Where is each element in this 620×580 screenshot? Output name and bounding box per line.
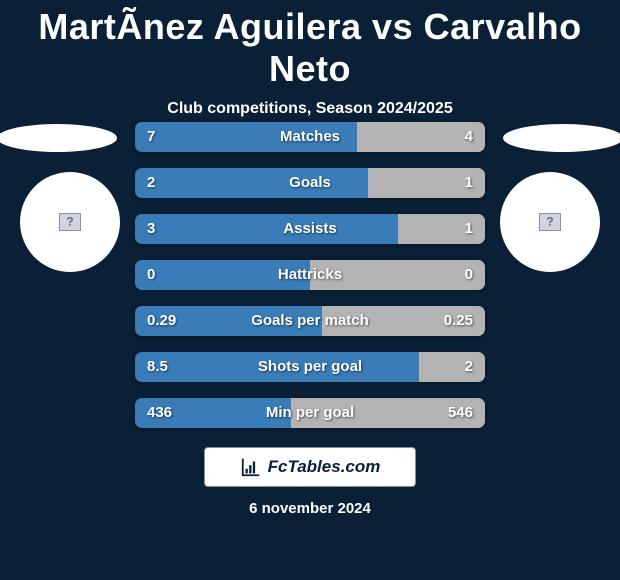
watermark-text: FcTables.com [268,457,381,477]
stat-bar-right [398,214,486,244]
stat-bar-left [135,122,357,152]
stat-row: 00Hattricks [135,260,485,290]
stat-row: 74Matches [135,122,485,152]
stat-bar-right [310,260,485,290]
stat-bar-left [135,398,291,428]
image-placeholder-icon [59,213,81,231]
player-left-ellipse [0,124,117,152]
stat-bar-left [135,306,322,336]
stat-row: 436546Min per goal [135,398,485,428]
stat-row: 8.52Shots per goal [135,352,485,382]
stat-bar-right [368,168,485,198]
stat-bar-left [135,214,398,244]
page-title: MartÃ­nez Aguilera vs Carvalho Neto [0,0,620,90]
player-right-ellipse [503,124,620,152]
image-placeholder-icon [539,213,561,231]
generation-date: 6 november 2024 [0,500,620,517]
watermark-badge: FcTables.com [205,448,415,486]
stat-bar-right [419,352,486,382]
stat-bar-left [135,168,368,198]
stat-bar-right [322,306,485,336]
stat-row: 21Goals [135,168,485,198]
stats-container: 74Matches 21Goals 31Assists 00Hattricks 0.29… [135,122,485,444]
stat-bar-left [135,352,419,382]
player-right-avatar [500,172,600,272]
player-left-avatar [20,172,120,272]
stat-bar-left [135,260,310,290]
stat-bar-right [357,122,485,152]
stat-row: 0.290.25Goals per match [135,306,485,336]
page-subtitle: Club competitions, Season 2024/2025 [0,100,620,118]
stat-row: 31Assists [135,214,485,244]
stat-bar-right [291,398,485,428]
chart-icon [240,456,262,478]
